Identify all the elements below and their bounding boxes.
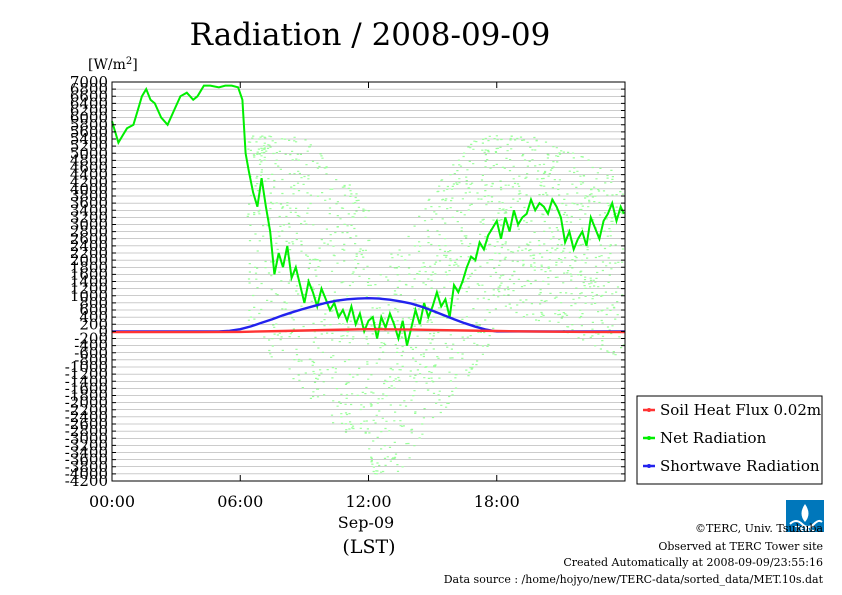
y-tick-label: -2000 <box>65 394 108 412</box>
legend-marker <box>647 464 651 468</box>
y-tick-label: 4800 <box>70 151 108 169</box>
y-tick-label: 5400 <box>70 130 108 148</box>
y-tick-label: 1600 <box>70 265 108 283</box>
y-unit-label: [W/m2] <box>88 56 138 73</box>
y-tick-label: 5000 <box>70 144 108 162</box>
y-tick-label: 1800 <box>70 258 108 276</box>
y-tick-label: 1000 <box>70 287 108 305</box>
x-tick-label: 06:00 <box>217 492 263 511</box>
y-tick-label: 200 <box>79 315 108 333</box>
y-tick-label: 6000 <box>70 109 108 127</box>
legend: Soil Heat Flux 0.02m Net Radiation Shortwa… <box>636 395 823 485</box>
y-tick-label: -200 <box>74 330 108 348</box>
y-tick-label: -2600 <box>65 415 108 433</box>
y-tick-label: -4200 <box>65 472 108 490</box>
legend-label: Shortwave Radiation <box>660 457 820 475</box>
y-tick-label: 3800 <box>70 187 108 205</box>
y-tick-label: 0 <box>98 322 108 340</box>
y-tick-label: 2200 <box>70 244 108 262</box>
y-tick-label: 4000 <box>70 180 108 198</box>
y-tick-label: 6600 <box>70 87 108 105</box>
chart-title: Radiation / 2008-09-09 <box>190 17 551 53</box>
net-radiation-scatter-points <box>246 135 625 475</box>
y-tick-label: -400 <box>74 337 108 355</box>
gridlines <box>112 81 625 482</box>
y-tick-label: 3400 <box>70 201 108 219</box>
x-axis-unit: (LST) <box>342 536 395 558</box>
y-tick-label: 5200 <box>70 137 108 155</box>
y-tick-label: 1200 <box>70 280 108 298</box>
y-tick-label: -1200 <box>65 365 108 383</box>
shortwave-series-line <box>112 296 625 333</box>
x-tick-label: 12:00 <box>345 492 391 511</box>
y-tick-label: -600 <box>74 344 108 362</box>
y-tick-label: -3400 <box>65 444 108 462</box>
y-tick-label: 800 <box>79 294 108 312</box>
soil-series-line <box>112 327 626 334</box>
footer-observed: Observed at TERC Tower site <box>658 540 823 553</box>
y-tick-label: 2800 <box>70 223 108 241</box>
y-tick-label: -2200 <box>65 401 108 419</box>
y-tick-label: 6200 <box>70 102 108 120</box>
x-tick-label: 00:00 <box>89 492 135 511</box>
y-tick-label: 400 <box>79 308 108 326</box>
y-tick-label: -3000 <box>65 429 108 447</box>
y-tick-label: -3600 <box>65 451 108 469</box>
net-radiation-scatter <box>246 135 625 475</box>
y-tick-label: 2600 <box>70 230 108 248</box>
y-tick-label: -4000 <box>65 465 108 483</box>
terc-logo: TERC <box>786 500 824 533</box>
y-tick-label: -1800 <box>65 387 108 405</box>
y-tick-label: -800 <box>74 351 108 369</box>
x-axis-ticks: 00:00 06:00 12:00 18:00 <box>89 82 520 511</box>
y-tick-label: 1400 <box>70 273 108 291</box>
y-tick-label: 2000 <box>70 251 108 269</box>
y-tick-label: 6800 <box>70 80 108 98</box>
y-tick-label: 6400 <box>70 94 108 112</box>
footer-created: Created Automatically at 2008-09-09/23:5… <box>563 556 823 569</box>
y-tick-label: 3200 <box>70 208 108 226</box>
x-axis-label: Sep-09 <box>338 513 394 532</box>
legend-box <box>636 395 823 485</box>
y-tick-label: 3000 <box>70 216 108 234</box>
y-tick-label: -1600 <box>65 379 108 397</box>
y-tick-label: -1400 <box>65 372 108 390</box>
legend-marker <box>647 408 651 412</box>
y-tick-label: -3200 <box>65 436 108 454</box>
y-tick-label: 7000 <box>70 73 108 91</box>
y-tick-label: -3800 <box>65 458 108 476</box>
y-tick-label: -2800 <box>65 422 108 440</box>
y-tick-label: 4400 <box>70 166 108 184</box>
y-tick-label: 4200 <box>70 173 108 191</box>
footer-copyright: ©TERC, Univ. Tsukuba <box>695 522 823 535</box>
net-series-line <box>111 84 625 346</box>
x-tick-label: 18:00 <box>474 492 520 511</box>
y-tick-label: 600 <box>79 301 108 319</box>
legend-label: Soil Heat Flux 0.02m <box>660 401 821 419</box>
svg-text:TERC: TERC <box>795 525 815 533</box>
y-tick-label: -2400 <box>65 408 108 426</box>
y-tick-label: 4600 <box>70 159 108 177</box>
y-tick-label: 2400 <box>70 237 108 255</box>
y-axis-ticks: -4200-4000-3800-3600-3400-3200-3000-2800… <box>65 73 625 490</box>
footer-source: Data source : /home/hojyo/new/TERC-data/… <box>444 573 824 586</box>
y-tick-label: 5800 <box>70 116 108 134</box>
y-tick-label: 3600 <box>70 194 108 212</box>
legend-marker <box>647 436 651 440</box>
y-tick-label: -1000 <box>65 358 108 376</box>
legend-label: Net Radiation <box>660 429 767 447</box>
y-tick-label: 5600 <box>70 123 108 141</box>
series-lines <box>111 84 626 346</box>
